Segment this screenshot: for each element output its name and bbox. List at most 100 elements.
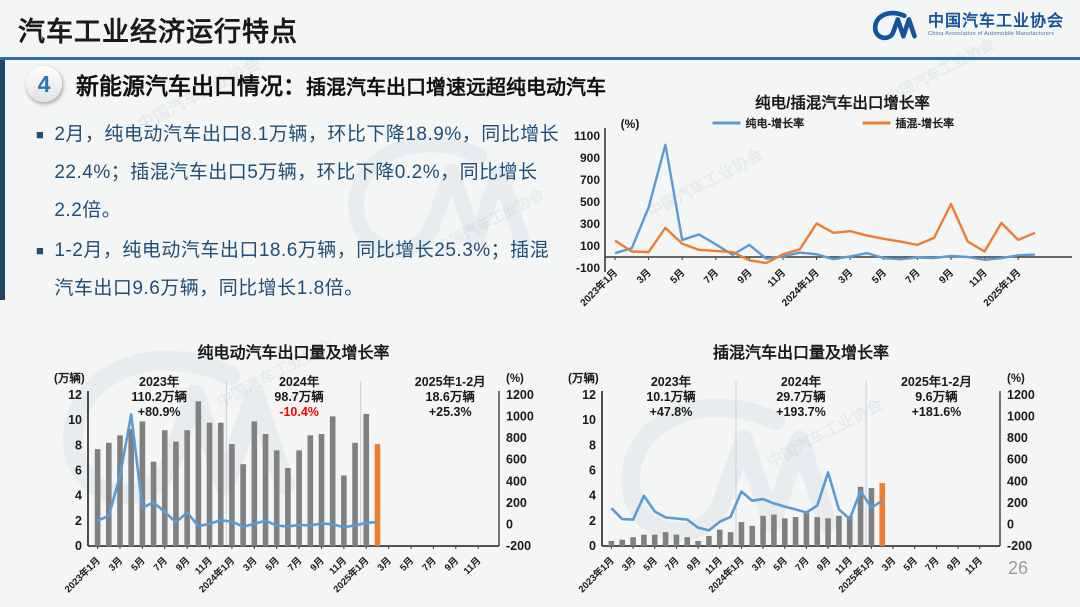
svg-text:7月: 7月 <box>793 555 811 573</box>
svg-text:2023年1月: 2023年1月 <box>62 555 103 596</box>
svg-text:插混-增长率: 插混-增长率 <box>896 116 955 130</box>
svg-text:2024年: 2024年 <box>781 374 822 389</box>
svg-text:1200: 1200 <box>1007 388 1035 402</box>
svg-text:7月: 7月 <box>903 267 922 286</box>
svg-text:-200: -200 <box>506 539 531 553</box>
section-title: 新能源汽车出口情况： <box>76 73 306 99</box>
left-accent-stripe <box>0 60 5 300</box>
svg-text:6: 6 <box>589 464 596 478</box>
svg-text:(万辆): (万辆) <box>54 371 85 385</box>
svg-text:2025年1-2月: 2025年1-2月 <box>901 374 972 389</box>
caam-logo-icon <box>872 10 917 41</box>
bev-phev-export-growth-line-chart: 纯电/插混汽车出口增长率 纯电-增长率 插混-增长率 1100 900 700 500 300… <box>565 92 1080 322</box>
svg-text:4: 4 <box>75 489 82 503</box>
svg-text:(%): (%) <box>1007 373 1025 385</box>
svg-text:5月: 5月 <box>668 267 687 286</box>
page-number: 26 <box>1008 558 1029 578</box>
svg-text:0: 0 <box>506 517 513 531</box>
svg-text:3月: 3月 <box>750 555 768 573</box>
svg-text:500: 500 <box>580 195 600 209</box>
svg-text:200: 200 <box>506 496 527 510</box>
svg-text:纯电/插混汽车出口增长率: 纯电/插混汽车出口增长率 <box>755 93 930 112</box>
svg-text:4: 4 <box>589 489 596 503</box>
svg-text:5月: 5月 <box>642 555 660 573</box>
svg-text:400: 400 <box>506 474 527 488</box>
svg-text:0: 0 <box>1007 517 1014 531</box>
bullet-text: 1-2月，纯电动汽车出口18.6万辆，同比增长25.3%；插混汽车出口9.6万辆… <box>54 240 550 299</box>
svg-text:+80.9%: +80.9% <box>138 405 181 419</box>
svg-text:1000: 1000 <box>1007 410 1035 424</box>
bullet-text: 2月，纯电动汽车出口8.1万辆，环比下降18.9%，同比增长22.4%；插混汽车… <box>54 124 560 221</box>
svg-text:2024年: 2024年 <box>279 374 320 389</box>
svg-text:9月: 9月 <box>443 555 461 573</box>
summary-bullets: ■ 2月，纯电动汽车出口8.1万辆，环比下降18.9%，同比增长22.4%；插混… <box>36 116 562 310</box>
svg-text:7月: 7月 <box>152 555 170 573</box>
svg-text:9月: 9月 <box>815 555 833 573</box>
svg-text:2025年1-2月: 2025年1-2月 <box>415 374 486 389</box>
org-name-en: China Association of Automobile Manufact… <box>927 30 1055 37</box>
svg-text:29.7万辆: 29.7万辆 <box>776 389 826 404</box>
svg-text:7月: 7月 <box>420 555 438 573</box>
svg-text:7月: 7月 <box>701 267 720 286</box>
bev-export-volume-growth-chart: 纯电动汽车出口量及增长率 12 10 8 6 4 2 0 1200 1000 800 600 400 20… <box>28 338 540 602</box>
svg-text:9月: 9月 <box>685 555 703 573</box>
header-divider <box>0 57 1080 60</box>
svg-text:1100: 1100 <box>574 129 600 143</box>
svg-text:10: 10 <box>68 413 82 427</box>
svg-text:12: 12 <box>582 388 596 402</box>
svg-text:5月: 5月 <box>398 555 416 573</box>
svg-text:11月: 11月 <box>765 267 788 290</box>
svg-text:11月: 11月 <box>462 555 484 577</box>
svg-text:400: 400 <box>1007 474 1028 488</box>
svg-text:200: 200 <box>1007 496 1028 510</box>
svg-text:900: 900 <box>580 151 600 165</box>
svg-text:5月: 5月 <box>869 267 888 286</box>
svg-text:1200: 1200 <box>506 388 534 402</box>
svg-text:9月: 9月 <box>937 267 956 286</box>
svg-text:3月: 3月 <box>634 267 653 286</box>
svg-text:800: 800 <box>506 431 527 445</box>
svg-text:+193.7%: +193.7% <box>776 405 826 419</box>
svg-text:9月: 9月 <box>735 267 754 286</box>
svg-text:9月: 9月 <box>174 555 192 573</box>
svg-text:11月: 11月 <box>967 267 990 290</box>
svg-text:+25.3%: +25.3% <box>429 405 472 419</box>
svg-text:12: 12 <box>68 388 82 402</box>
svg-text:9月: 9月 <box>945 555 963 573</box>
svg-text:9月: 9月 <box>308 555 326 573</box>
svg-text:纯电动汽车出口量及增长率: 纯电动汽车出口量及增长率 <box>197 343 389 362</box>
svg-text:110.2万辆: 110.2万辆 <box>131 389 187 404</box>
svg-text:5月: 5月 <box>772 555 790 573</box>
svg-text:2: 2 <box>75 514 82 528</box>
svg-text:5月: 5月 <box>129 555 147 573</box>
svg-text:18.6万辆: 18.6万辆 <box>426 389 476 404</box>
svg-text:(%): (%) <box>506 373 524 385</box>
svg-text:插混汽车出口量及增长率: 插混汽车出口量及增长率 <box>713 343 889 362</box>
svg-text:3月: 3月 <box>376 555 394 573</box>
svg-text:0: 0 <box>75 539 82 553</box>
svg-text:11月: 11月 <box>963 555 985 577</box>
bullet-item: ■ 1-2月，纯电动汽车出口18.6万辆，同比增长25.3%；插混汽车出口9.6… <box>36 232 562 308</box>
svg-text:100: 100 <box>580 239 600 253</box>
svg-text:7月: 7月 <box>923 555 941 573</box>
svg-text:10.1万辆: 10.1万辆 <box>646 389 696 404</box>
svg-text:-200: -200 <box>1007 539 1032 553</box>
org-logo: 中国汽车工业协会 China Association of Automobile… <box>869 8 1064 42</box>
svg-text:+47.8%: +47.8% <box>650 405 693 419</box>
svg-text:700: 700 <box>580 173 600 187</box>
section-subtitle: 插混汽车出口增速远超纯电动汽车 <box>306 77 606 99</box>
svg-text:6: 6 <box>75 464 82 478</box>
section-number-badge: 4 <box>26 66 62 102</box>
bullet-square-icon: ■ <box>36 243 45 258</box>
svg-text:2023年: 2023年 <box>139 374 180 389</box>
svg-text:5月: 5月 <box>902 555 920 573</box>
svg-text:3月: 3月 <box>241 555 259 573</box>
svg-text:600: 600 <box>1007 453 1028 467</box>
svg-text:8: 8 <box>589 438 596 452</box>
page-title: 汽车工业经济运行特点 <box>18 17 298 47</box>
svg-text:9.6万辆: 9.6万辆 <box>915 389 958 404</box>
svg-text:8: 8 <box>75 438 82 452</box>
svg-text:3月: 3月 <box>836 267 855 286</box>
svg-text:3月: 3月 <box>880 555 898 573</box>
